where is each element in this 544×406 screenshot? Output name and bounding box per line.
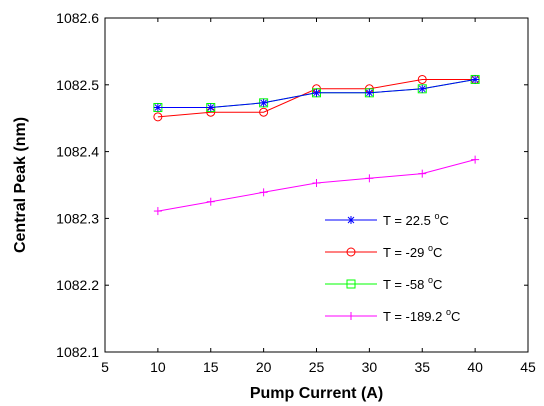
legend-label-sup: o: [446, 307, 451, 317]
legend-label-main: T = -189.2: [383, 309, 446, 324]
legend-label-sup: o: [434, 211, 439, 221]
legend-label-main: T = 22.5: [383, 213, 434, 228]
legend-label-main: T = -58: [383, 277, 428, 292]
legend-label: T = -189.2 oC: [383, 307, 460, 324]
data-point: [365, 88, 374, 97]
axes-layer: 5 10 15 20 25 30 35 40 45 1082.1 1082.2 1082.3 1082.…: [56, 10, 536, 375]
data-point: [471, 75, 480, 84]
legend-label: T = -58 oC: [383, 275, 442, 292]
y-tick-label: 1082.5: [56, 77, 99, 93]
x-axis-title: Pump Current (A): [250, 385, 383, 402]
legend-label-unit: C: [433, 245, 442, 260]
legend: T = 22.5 oCT = -29 oCT = -58 oCT = -189.…: [325, 211, 460, 324]
x-tick-label: 40: [467, 359, 483, 375]
marker-asterisk: [260, 99, 267, 107]
marker-circle: [259, 107, 269, 117]
legend-label-unit: C: [451, 309, 460, 324]
x-tick-label: 30: [362, 359, 378, 375]
marker-asterisk: [154, 104, 162, 111]
legend-entry: T = -29 oC: [325, 243, 442, 260]
y-tick-label: 1082.3: [56, 210, 99, 226]
data-point: [206, 197, 215, 206]
marker-asterisk: [347, 216, 355, 224]
series-4: [153, 155, 480, 216]
data-point: [312, 88, 321, 97]
x-tick-label: 35: [414, 359, 430, 375]
legend-label-unit: C: [433, 277, 442, 292]
marker-circle: [153, 112, 163, 122]
data-point: [153, 207, 162, 216]
series-layer: [153, 74, 480, 216]
data-point: [259, 107, 269, 117]
series-1: [153, 75, 480, 112]
data-point: [153, 112, 163, 122]
data-point: [206, 103, 215, 112]
marker-asterisk: [207, 104, 215, 111]
marker-square: [346, 279, 356, 289]
legend-entry: T = -58 oC: [325, 275, 442, 292]
y-tick-label: 1082.4: [56, 144, 99, 160]
y-axis-title: Central Peak (nm): [12, 117, 29, 253]
data-point: [312, 178, 321, 187]
marker-asterisk: [366, 89, 373, 97]
marker-circle: [417, 74, 427, 84]
legend-label-main: T = -29: [383, 245, 428, 260]
data-point: [418, 169, 427, 178]
legend-label-unit: C: [439, 213, 448, 228]
legend-label: T = -29 oC: [383, 243, 442, 260]
x-tick-label: 20: [256, 359, 272, 375]
marker-asterisk: [471, 76, 479, 83]
data-point: [417, 74, 427, 84]
data-point: [418, 84, 427, 93]
legend-label: T = 22.5 oC: [383, 211, 449, 228]
marker-asterisk: [418, 85, 426, 93]
legend-entry: T = -189.2 oC: [325, 307, 460, 324]
marker-asterisk: [313, 89, 320, 97]
x-tick-label: 5: [101, 359, 109, 375]
legend-entry: T = 22.5 oC: [325, 211, 449, 228]
x-tick-label: 10: [150, 359, 166, 375]
data-point: [365, 174, 374, 183]
x-tick-label: 45: [520, 359, 536, 375]
y-tick-label: 1082.6: [56, 10, 99, 26]
x-tick-label: 15: [203, 359, 219, 375]
y-tick-label: 1082.1: [56, 344, 99, 360]
data-point: [259, 98, 268, 107]
x-tick-label: 25: [309, 359, 325, 375]
legend-label-sup: o: [428, 275, 433, 285]
marker-circle: [346, 247, 356, 257]
data-point: [471, 155, 480, 164]
data-point: [259, 188, 268, 197]
data-point: [153, 103, 162, 112]
y-tick-label: 1082.2: [56, 277, 99, 293]
legend-label-sup: o: [428, 243, 433, 253]
